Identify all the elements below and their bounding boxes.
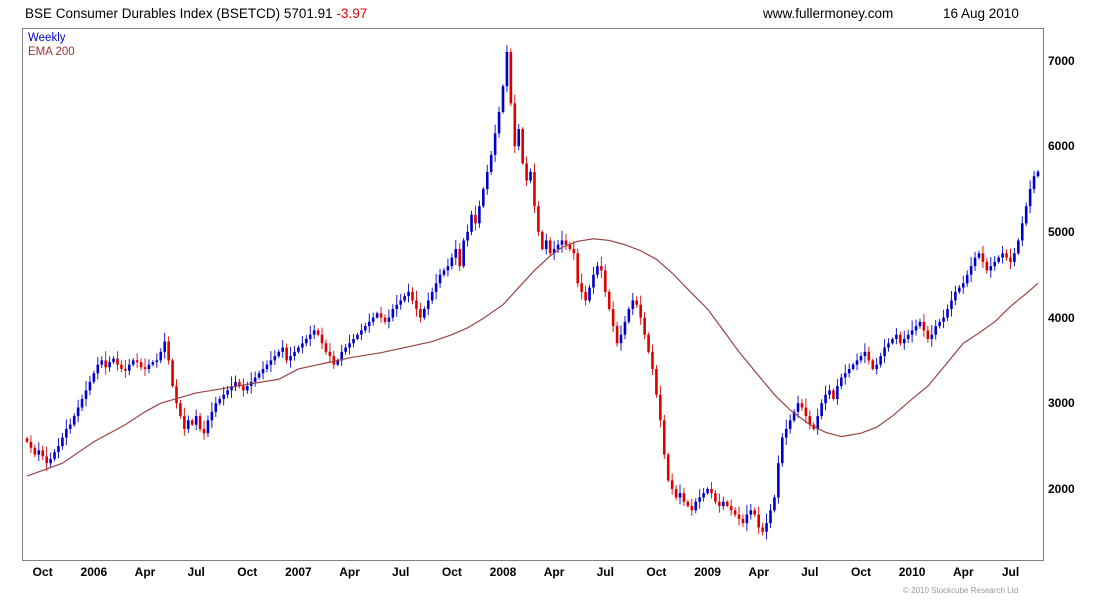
x-axis-label: Oct (441, 565, 462, 579)
chart-date: 16 Aug 2010 (943, 6, 1019, 21)
x-axis-label: Apr (952, 565, 974, 579)
index-name: BSE Consumer Durables Index (BSETCD) (25, 6, 281, 21)
x-axis-label: Apr (134, 565, 156, 579)
chart-title: BSE Consumer Durables Index (BSETCD) 570… (25, 6, 367, 21)
legend-weekly-label: Weekly (28, 32, 66, 44)
x-axis-label: Oct (237, 565, 258, 579)
x-axis-label: 2007 (285, 565, 312, 579)
x-axis-label: Oct (32, 565, 53, 579)
x-axis-label: Jul (1001, 565, 1020, 579)
price-change: -3.97 (336, 6, 368, 21)
chart-legend: Weekly EMA 200 (28, 31, 75, 59)
x-axis-label: 2008 (489, 565, 517, 579)
y-axis-label: 3000 (1048, 396, 1075, 411)
x-axis-label: Apr (339, 565, 360, 579)
x-axis-label: Jul (596, 565, 614, 579)
y-axis-label: 7000 (1048, 53, 1075, 68)
x-axis-label: Jul (392, 565, 410, 579)
x-axis-label: Jul (187, 565, 205, 579)
x-axis-label: 2009 (694, 565, 721, 579)
x-axis-label: Oct (850, 565, 872, 579)
y-axis-label: 5000 (1048, 224, 1075, 239)
legend-ema-label: EMA 200 (28, 46, 75, 58)
x-axis-label: Apr (543, 565, 565, 579)
x-axis-label: 2006 (80, 565, 108, 579)
copyright-text: © 2010 Stockcube Research Ltd (903, 586, 1019, 595)
y-axis-label: 2000 (1048, 481, 1075, 496)
y-axis-label: 4000 (1048, 310, 1075, 325)
y-axis-label: 6000 (1048, 139, 1075, 154)
last-price: 5701.91 (283, 6, 333, 21)
x-axis-label: Apr (748, 565, 770, 579)
x-axis-label: Jul (801, 565, 819, 579)
source-site-text: www.fullermoney.com (763, 6, 894, 21)
x-axis-label: Oct (646, 565, 667, 579)
x-axis-label: 2010 (898, 565, 926, 579)
